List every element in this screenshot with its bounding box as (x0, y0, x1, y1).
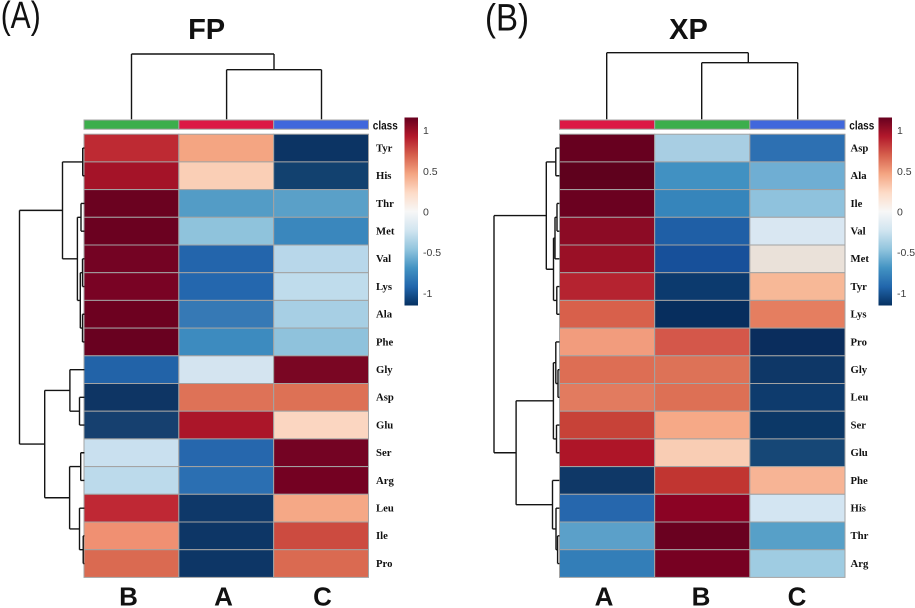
svg-text:Ala: Ala (376, 309, 393, 321)
svg-text:-1: -1 (897, 288, 906, 300)
svg-text:Pro: Pro (376, 558, 392, 570)
svg-text:-0.5: -0.5 (423, 247, 441, 259)
svg-text:A: A (595, 582, 614, 608)
svg-text:Ser: Ser (376, 447, 392, 459)
svg-text:Tyr: Tyr (851, 281, 868, 293)
svg-text:Lys: Lys (376, 281, 392, 293)
svg-text:B: B (119, 582, 138, 608)
svg-text:His: His (376, 170, 391, 182)
svg-text:1: 1 (897, 125, 903, 137)
svg-text:-1: -1 (423, 288, 432, 300)
svg-text:Pro: Pro (851, 336, 867, 348)
svg-text:Ala: Ala (851, 170, 868, 182)
svg-text:Met: Met (851, 253, 870, 265)
svg-text:Lys: Lys (851, 309, 867, 321)
svg-text:A: A (214, 582, 233, 608)
svg-text:XP: XP (669, 14, 708, 46)
svg-text:Phe: Phe (851, 475, 868, 487)
svg-text:Glu: Glu (851, 447, 868, 459)
svg-text:0.5: 0.5 (897, 166, 912, 178)
svg-text:Phe: Phe (376, 336, 393, 348)
svg-text:Ile: Ile (851, 198, 863, 210)
svg-text:0: 0 (897, 207, 903, 219)
svg-text:His: His (851, 502, 866, 514)
svg-text:FP: FP (188, 14, 225, 46)
svg-text:Arg: Arg (376, 475, 394, 487)
svg-text:Arg: Arg (851, 558, 869, 570)
svg-text:class: class (849, 120, 874, 132)
svg-text:Thr: Thr (376, 198, 394, 210)
svg-text:Val: Val (851, 225, 866, 237)
svg-text:0: 0 (423, 207, 429, 219)
svg-text:Ser: Ser (851, 419, 867, 431)
svg-text:1: 1 (423, 125, 429, 137)
svg-text:Met: Met (376, 225, 395, 237)
svg-text:Leu: Leu (851, 392, 869, 404)
svg-text:class: class (373, 120, 398, 132)
svg-text:Tyr: Tyr (376, 142, 393, 154)
svg-text:0.5: 0.5 (423, 166, 438, 178)
svg-text:Thr: Thr (851, 530, 869, 542)
svg-text:-0.5: -0.5 (897, 247, 915, 259)
svg-text:Leu: Leu (376, 502, 394, 514)
svg-text:B: B (692, 582, 711, 608)
svg-text:Glu: Glu (376, 419, 393, 431)
svg-text:Asp: Asp (376, 392, 394, 404)
svg-text:C: C (788, 582, 807, 608)
svg-text:Gly: Gly (376, 364, 393, 376)
svg-text:C: C (313, 582, 332, 608)
svg-text:Asp: Asp (851, 142, 869, 154)
svg-text:(B): (B) (485, 0, 529, 40)
svg-text:Gly: Gly (851, 364, 868, 376)
svg-text:Ile: Ile (376, 530, 388, 542)
svg-text:(A): (A) (1, 0, 41, 37)
svg-text:Val: Val (376, 253, 391, 265)
